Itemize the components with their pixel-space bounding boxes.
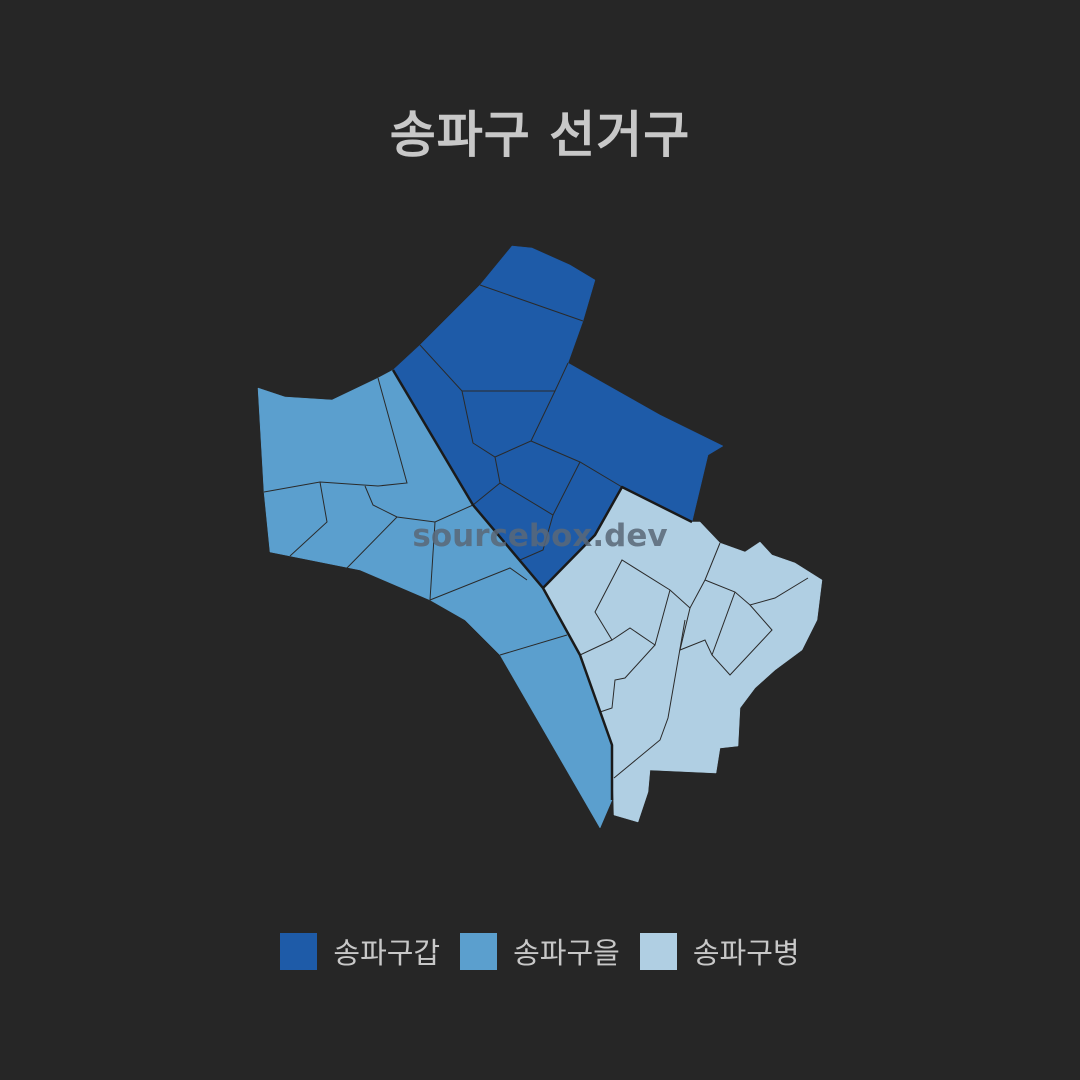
legend-swatch-gap — [280, 932, 318, 970]
legend: 송파구갑 송파구을 송파구병 — [0, 930, 1080, 972]
legend-item-eul[interactable]: 송파구을 — [460, 930, 620, 972]
legend-label-byeong: 송파구병 — [692, 936, 800, 970]
legend-item-gap[interactable]: 송파구갑 — [280, 930, 440, 972]
district-boundaries — [391, 369, 693, 800]
watermark: sourcebox.dev — [412, 518, 668, 554]
legend-label-eul: 송파구을 — [513, 936, 620, 970]
legend-swatch-eul — [460, 932, 498, 970]
legend-swatch-byeong — [639, 932, 677, 970]
legend-label-gap: 송파구갑 — [333, 936, 441, 970]
dong-boundaries — [263, 284, 809, 779]
legend-item-byeong[interactable]: 송파구병 — [639, 930, 800, 972]
map-title: 송파구 선거구 — [389, 106, 691, 164]
district-region-byeong[interactable] — [542, 486, 823, 823]
